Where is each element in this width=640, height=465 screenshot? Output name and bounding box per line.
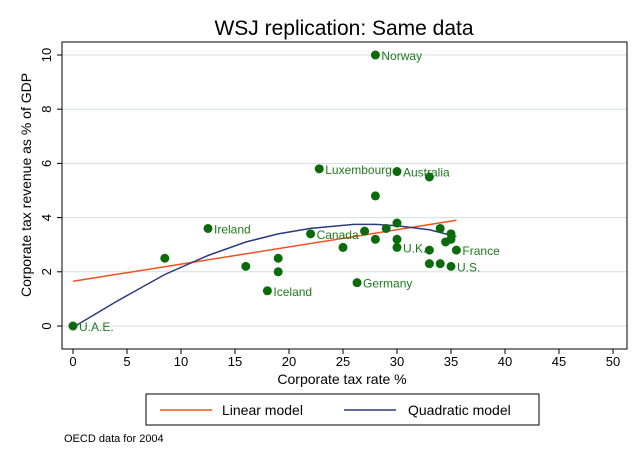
point-label: Luxembourg xyxy=(325,163,392,177)
data-point xyxy=(446,234,456,244)
point-label: Ireland xyxy=(214,222,251,236)
y-tick-label: 8 xyxy=(39,106,54,113)
y-tick-label: 0 xyxy=(39,322,54,329)
point-label: Germany xyxy=(363,277,412,291)
point-label: U.K. xyxy=(403,241,426,255)
x-tick-label: 25 xyxy=(336,354,350,369)
y-ticks: 0 2 4 6 8 10 xyxy=(39,48,62,330)
data-point xyxy=(446,261,456,271)
point-label: U.S. xyxy=(457,260,480,274)
chart-title: WSJ replication: Same data xyxy=(214,17,473,40)
data-point xyxy=(68,321,78,331)
x-axis-label: Corporate tax rate % xyxy=(277,371,406,387)
point-label: Norway xyxy=(381,49,422,63)
point-label: Australia xyxy=(403,166,450,180)
point-label: Canada xyxy=(317,228,359,242)
series-line-quadratic xyxy=(72,223,457,329)
plot-frame xyxy=(61,41,628,350)
series-lines xyxy=(72,219,457,329)
data-point xyxy=(203,223,213,233)
data-point xyxy=(392,167,402,177)
legend-label-quadratic: Quadratic model xyxy=(408,402,511,418)
point-label: Iceland xyxy=(273,285,312,299)
x-ticks: 0 5 10 15 20 25 30 35 40 45 50 xyxy=(69,349,620,369)
point-labels: Norway Luxembourg Australia Ireland Canada U.… xyxy=(79,49,500,334)
data-point xyxy=(352,278,362,288)
point-label: U.A.E. xyxy=(79,320,114,334)
legend-label-linear: Linear model xyxy=(222,402,303,418)
data-point xyxy=(273,267,283,277)
data-point xyxy=(273,253,283,263)
data-point xyxy=(424,245,434,255)
x-tick-label: 5 xyxy=(123,354,130,369)
data-source-note: OECD data for 2004 xyxy=(64,433,164,445)
y-tick-label: 10 xyxy=(39,48,54,62)
data-point xyxy=(160,253,170,263)
data-point xyxy=(241,261,251,271)
data-point xyxy=(435,223,445,233)
x-tick-label: 50 xyxy=(606,354,620,369)
data-point xyxy=(306,229,316,239)
points xyxy=(68,50,461,331)
data-point xyxy=(262,286,272,296)
data-point xyxy=(338,242,348,252)
y-tick-label: 4 xyxy=(39,214,54,221)
x-tick-label: 20 xyxy=(282,354,296,369)
data-point xyxy=(370,234,380,244)
y-axis-label: Corporate tax revenue as % of GDP xyxy=(18,73,34,297)
data-point xyxy=(392,242,402,252)
point-label: France xyxy=(462,244,500,258)
data-point xyxy=(424,172,434,182)
data-point xyxy=(435,259,445,269)
data-point xyxy=(360,226,370,236)
y-tick-label: 6 xyxy=(39,160,54,167)
data-point xyxy=(381,223,391,233)
y-tick-label: 2 xyxy=(39,268,54,275)
legend: Linear model Quadratic model xyxy=(145,393,540,426)
x-tick-label: 45 xyxy=(552,354,566,369)
x-tick-label: 10 xyxy=(174,354,188,369)
data-point xyxy=(314,164,324,174)
x-tick-label: 40 xyxy=(498,354,512,369)
x-tick-label: 0 xyxy=(69,354,76,369)
data-point xyxy=(451,245,461,255)
grid xyxy=(62,54,627,327)
data-point xyxy=(370,50,380,60)
series-line-linear xyxy=(72,219,457,283)
data-point xyxy=(392,218,402,228)
x-tick-label: 35 xyxy=(444,354,458,369)
x-tick-label: 15 xyxy=(228,354,242,369)
data-point xyxy=(392,234,402,244)
data-point xyxy=(370,191,380,201)
data-point xyxy=(424,259,434,269)
x-tick-label: 30 xyxy=(390,354,404,369)
